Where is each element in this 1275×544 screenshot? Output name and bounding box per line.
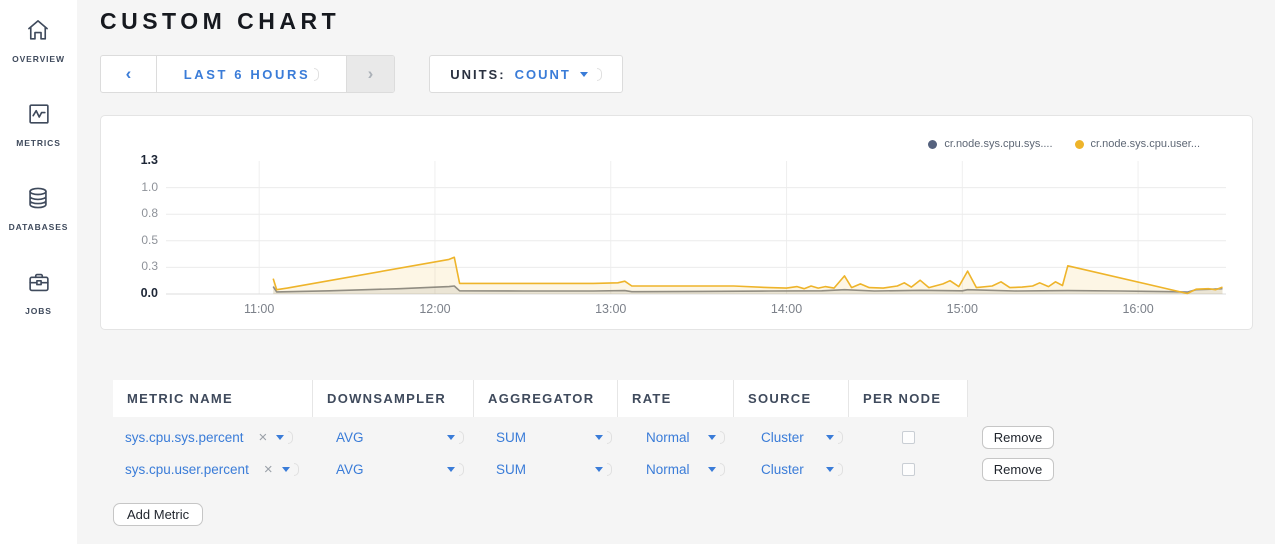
clear-metric-icon[interactable]: × bbox=[258, 428, 268, 446]
caret-down-icon bbox=[595, 434, 603, 440]
dropdown-corner-decoration bbox=[720, 430, 725, 444]
legend-item-sys[interactable]: cr.node.sys.cpu.sys.... bbox=[928, 138, 1053, 150]
downsampler-select[interactable]: AVG bbox=[336, 462, 455, 477]
sidebar: OVERVIEW METRICS DATABASES bbox=[0, 0, 77, 544]
dropdown-corner-decoration bbox=[838, 462, 843, 476]
home-icon bbox=[24, 16, 52, 49]
x-axis-tick-label: 16:00 bbox=[1122, 302, 1154, 316]
x-axis-tick-label: 14:00 bbox=[770, 302, 803, 316]
metrics-table-header: METRIC NAME DOWNSAMPLER AGGREGATOR RATE … bbox=[113, 380, 1068, 417]
y-axis-tick-label: 0.5 bbox=[141, 232, 158, 247]
caret-down-icon bbox=[579, 71, 588, 77]
dropdown-corner-decoration bbox=[607, 430, 612, 444]
caret-down-icon bbox=[826, 434, 834, 440]
x-axis-tick-label: 12:00 bbox=[419, 302, 451, 316]
jobs-icon bbox=[25, 268, 53, 301]
source-select[interactable]: Cluster bbox=[761, 462, 834, 477]
units-label: UNITS: bbox=[450, 66, 506, 82]
time-range-prev-button[interactable]: ‹ bbox=[101, 56, 157, 92]
column-header-per-node: PER NODE bbox=[849, 380, 968, 417]
sidebar-item-label: JOBS bbox=[25, 306, 52, 316]
legend-label: cr.node.sys.cpu.user... bbox=[1090, 138, 1200, 150]
x-axis-tick-label: 13:00 bbox=[595, 302, 627, 316]
table-row: sys.cpu.sys.percent × AVG SUM Norma bbox=[113, 421, 1068, 453]
caret-down-icon bbox=[826, 466, 834, 472]
column-header-rate: RATE bbox=[618, 380, 734, 417]
rate-select[interactable]: Normal bbox=[646, 430, 716, 445]
legend-label: cr.node.sys.cpu.sys.... bbox=[944, 138, 1053, 150]
column-header-metric-name: METRIC NAME bbox=[113, 380, 313, 417]
units-selector[interactable]: UNITS: COUNT bbox=[429, 55, 623, 93]
sidebar-item-label: METRICS bbox=[16, 138, 61, 148]
dropdown-corner-decoration bbox=[596, 67, 602, 81]
aggregator-select[interactable]: SUM bbox=[496, 462, 603, 477]
databases-icon bbox=[24, 184, 52, 217]
metric-name-select[interactable]: sys.cpu.sys.percent × bbox=[113, 421, 313, 453]
table-row: sys.cpu.user.percent × AVG SUM Norm bbox=[113, 453, 1068, 485]
per-node-checkbox[interactable] bbox=[902, 430, 915, 444]
chevron-left-icon: ‹ bbox=[125, 64, 132, 83]
sidebar-item-jobs[interactable]: JOBS bbox=[25, 268, 53, 316]
clear-metric-icon[interactable]: × bbox=[263, 460, 273, 478]
sidebar-item-metrics[interactable]: METRICS bbox=[16, 100, 61, 148]
caret-down-icon bbox=[276, 434, 285, 440]
caret-down-icon bbox=[708, 434, 716, 440]
legend-dot-user bbox=[1074, 139, 1084, 149]
sidebar-item-databases[interactable]: DATABASES bbox=[9, 184, 69, 232]
caret-down-icon bbox=[708, 466, 716, 472]
x-axis-tick-label: 11:00 bbox=[243, 302, 275, 316]
dropdown-corner-decoration bbox=[293, 462, 299, 476]
dropdown-corner-decoration bbox=[459, 430, 464, 444]
remove-metric-button[interactable]: Remove bbox=[981, 425, 1055, 449]
metrics-icon bbox=[25, 100, 53, 133]
rate-select[interactable]: Normal bbox=[646, 462, 716, 477]
caret-down-icon bbox=[281, 466, 290, 472]
y-axis-tick-label: 1.3 bbox=[140, 153, 158, 167]
per-node-checkbox[interactable] bbox=[902, 462, 915, 476]
y-axis-tick-label: 0.8 bbox=[141, 206, 158, 221]
source-select[interactable]: Cluster bbox=[761, 430, 834, 445]
downsampler-select[interactable]: AVG bbox=[336, 430, 455, 445]
sidebar-item-overview[interactable]: OVERVIEW bbox=[12, 16, 65, 64]
caret-down-icon bbox=[447, 434, 455, 440]
dropdown-corner-decoration bbox=[607, 462, 612, 476]
sidebar-item-label: DATABASES bbox=[8, 222, 69, 232]
remove-metric-button[interactable]: Remove bbox=[981, 457, 1055, 481]
column-header-source: SOURCE bbox=[734, 380, 849, 417]
add-metric-button[interactable]: Add Metric bbox=[113, 503, 204, 526]
legend-dot-sys bbox=[928, 139, 938, 149]
time-range-next-button[interactable]: › bbox=[346, 56, 394, 92]
aggregator-select[interactable]: SUM bbox=[496, 430, 603, 445]
metric-name-select[interactable]: sys.cpu.user.percent × bbox=[113, 453, 313, 485]
x-axis-tick-label: 15:00 bbox=[946, 302, 978, 316]
chevron-right-icon: › bbox=[367, 64, 374, 83]
sidebar-item-label: OVERVIEW bbox=[12, 54, 65, 64]
units-value: COUNT bbox=[514, 66, 571, 82]
time-range-dropdown[interactable]: LAST 6 HOURS bbox=[157, 56, 346, 92]
dropdown-corner-decoration bbox=[314, 67, 320, 81]
column-header-aggregator: AGGREGATOR bbox=[474, 380, 618, 417]
y-axis-tick-label: 0.0 bbox=[140, 286, 158, 300]
dropdown-corner-decoration bbox=[288, 430, 294, 444]
page-title: CUSTOM CHART bbox=[100, 8, 341, 34]
caret-down-icon bbox=[447, 466, 455, 472]
column-header-downsampler: DOWNSAMPLER bbox=[313, 380, 474, 417]
chart-legend: cr.node.sys.cpu.sys.... cr.node.sys.cpu.… bbox=[928, 138, 1200, 150]
legend-item-user[interactable]: cr.node.sys.cpu.user... bbox=[1074, 138, 1200, 150]
dropdown-corner-decoration bbox=[459, 462, 464, 476]
chart-card: cr.node.sys.cpu.sys.... cr.node.sys.cpu.… bbox=[100, 115, 1253, 330]
timeseries-chart bbox=[166, 161, 1226, 295]
y-axis-tick-label: 0.3 bbox=[141, 259, 158, 274]
time-range-selector: ‹ LAST 6 HOURS › bbox=[100, 55, 395, 93]
metrics-table: METRIC NAME DOWNSAMPLER AGGREGATOR RATE … bbox=[113, 380, 1068, 485]
dropdown-corner-decoration bbox=[838, 430, 843, 444]
dropdown-corner-decoration bbox=[720, 462, 725, 476]
caret-down-icon bbox=[595, 466, 603, 472]
y-axis-tick-label: 1.0 bbox=[141, 179, 158, 194]
